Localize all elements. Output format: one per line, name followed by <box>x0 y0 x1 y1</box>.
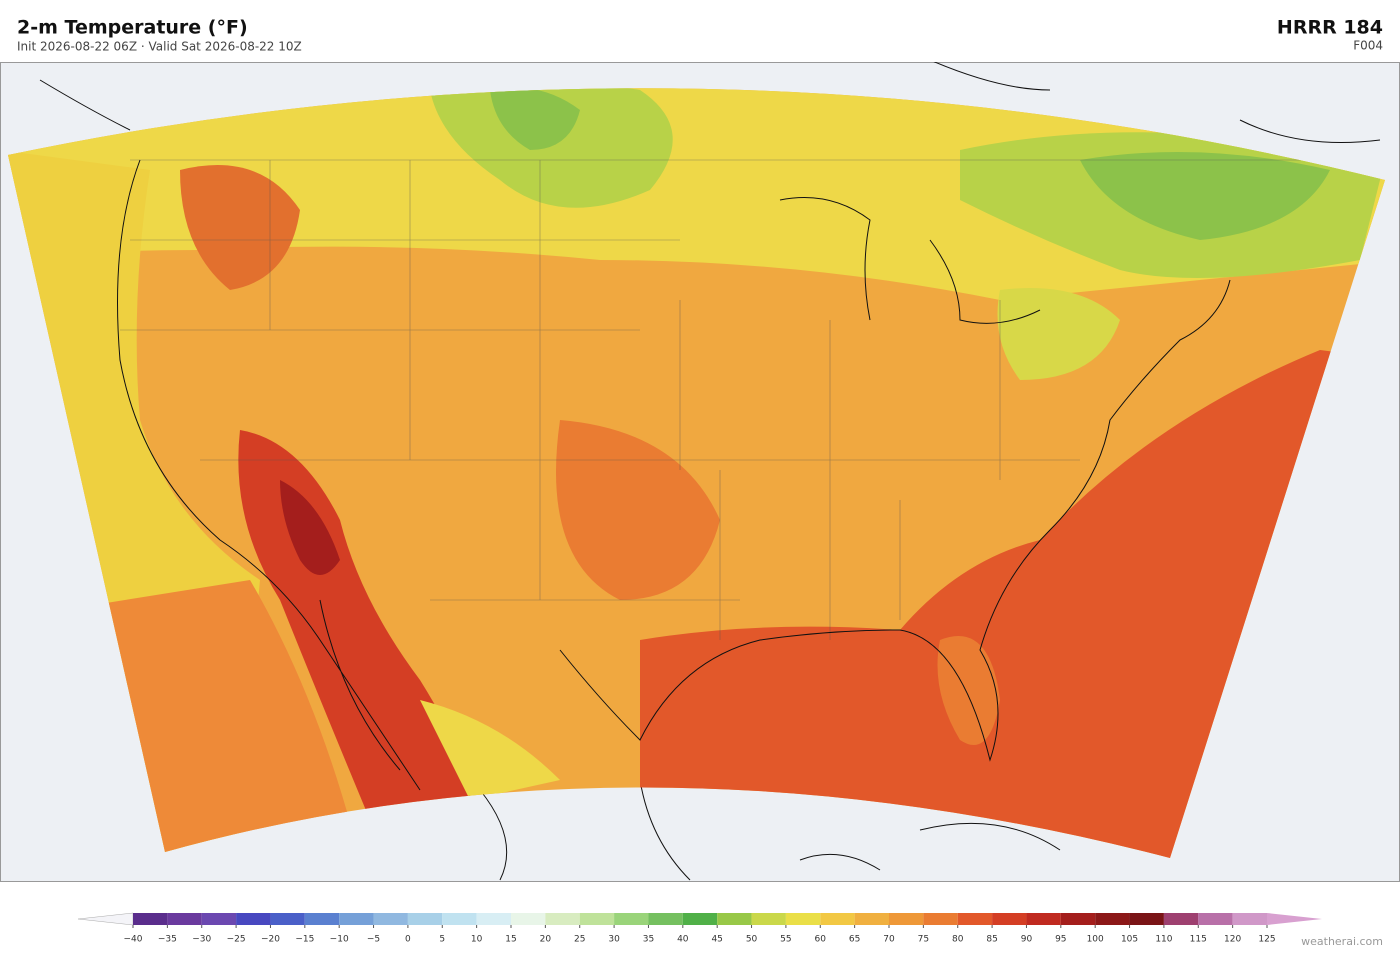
outer-coastlines <box>39 62 1381 881</box>
colorbar-tick-label: 85 <box>986 935 997 945</box>
colorbar-tick-label: 15 <box>505 935 516 945</box>
subtitle: Init 2026-08-22 06Z · Valid Sat 2026-08-… <box>17 40 302 54</box>
colorbar-segment <box>1163 913 1199 925</box>
colorbar-tick-label: 60 <box>815 935 827 945</box>
colorbar-segment <box>511 913 546 925</box>
colorbar-tick-label: −40 <box>124 935 143 945</box>
colorbar-under <box>77 912 134 926</box>
colorbar-tick-label: 10 <box>471 935 483 945</box>
colorbar-segment <box>1129 913 1164 925</box>
colorbar-segment <box>1026 913 1061 925</box>
colorbar-tick-label: 120 <box>1224 935 1241 945</box>
colorbar-tick-label: 110 <box>1155 935 1172 945</box>
colorbar-segment <box>1232 913 1267 925</box>
colorbar-tick-label: −15 <box>295 935 314 945</box>
colorbar-segment <box>339 913 374 925</box>
borders <box>117 159 1380 791</box>
colorbar-segment <box>1060 913 1096 925</box>
colorbar-tick-label: 100 <box>1087 935 1104 945</box>
colorbar-segment <box>854 913 889 925</box>
colorbar-segment <box>133 913 168 925</box>
temperature-field <box>8 88 1385 858</box>
colorbar-segment <box>648 913 683 925</box>
colorbar-tick-label: −35 <box>158 935 177 945</box>
colorbar-tick-label: 90 <box>1021 935 1033 945</box>
colorbar-segment <box>1198 913 1233 925</box>
forecast-hour: F004 <box>1353 39 1383 53</box>
colorbar-segment <box>957 913 993 925</box>
colorbar-tick-label: 50 <box>746 935 758 945</box>
colorbar-segment <box>476 913 511 925</box>
colorbar-tick-label: 20 <box>540 935 552 945</box>
colorbar-tick-label: 5 <box>439 935 445 945</box>
colorbar: −40 −35 −30 −25 −20 −15 −10 −5 0 5 10 15 20 25 30 35 40 4… <box>77 912 1322 945</box>
colorbar-segment <box>201 913 237 925</box>
colorbar-segment <box>1095 913 1130 925</box>
colorbar-tick-label: −25 <box>227 935 246 945</box>
colorbar-tick-label: 95 <box>1055 935 1066 945</box>
colorbar-segment <box>236 913 271 925</box>
colorbar-tick-label: 35 <box>643 935 654 945</box>
colorbar-segment <box>751 913 786 925</box>
colorbar-segment <box>579 913 615 925</box>
colorbar-tick-label: −5 <box>367 935 380 945</box>
colorbar-tick-label: 125 <box>1258 935 1275 945</box>
model: HRRR 184 <box>1277 17 1383 39</box>
colorbar-segment <box>614 913 649 925</box>
colorbar-tick-label: 45 <box>711 935 722 945</box>
colorbar-tick-label: −30 <box>192 935 211 945</box>
colorbar-segment <box>992 913 1027 925</box>
map <box>0 62 1400 882</box>
colorbar-segment <box>785 913 821 925</box>
colorbar-segment <box>820 913 855 925</box>
colorbar-tick-label: 40 <box>677 935 689 945</box>
colorbar-tick-label: 115 <box>1190 935 1207 945</box>
colorbar-segment <box>717 913 752 925</box>
colorbar-tick-label: 105 <box>1121 935 1138 945</box>
colorbar-segment <box>889 913 924 925</box>
colorbar-segment <box>270 913 305 925</box>
credit: weatherai.com <box>1301 935 1383 948</box>
colorbar-segment <box>682 913 718 925</box>
colorbar-tick-label: 70 <box>883 935 895 945</box>
colorbar-tick-label: 0 <box>405 935 411 945</box>
colorbar-tick-label: 75 <box>918 935 929 945</box>
colorbar-segment <box>167 913 202 925</box>
colorbar-tick-label: 80 <box>952 935 964 945</box>
colorbar-segment <box>923 913 958 925</box>
colorbar-tick-label: 30 <box>608 935 620 945</box>
colorbar-tick-label: −20 <box>261 935 280 945</box>
colorbar-segment <box>407 913 443 925</box>
colorbar-segment <box>373 913 408 925</box>
colorbar-tick-label: 25 <box>574 935 585 945</box>
colorbar-tick-label: −10 <box>330 935 349 945</box>
colorbar-segment <box>545 913 580 925</box>
colorbar-segment <box>442 913 477 925</box>
colorbar-tick-label: 65 <box>849 935 860 945</box>
title: 2-m Temperature (°F) <box>17 17 248 39</box>
colorbar-tick-label: 55 <box>780 935 791 945</box>
colorbar-segment <box>304 913 340 925</box>
colorbar-over <box>1267 913 1322 925</box>
